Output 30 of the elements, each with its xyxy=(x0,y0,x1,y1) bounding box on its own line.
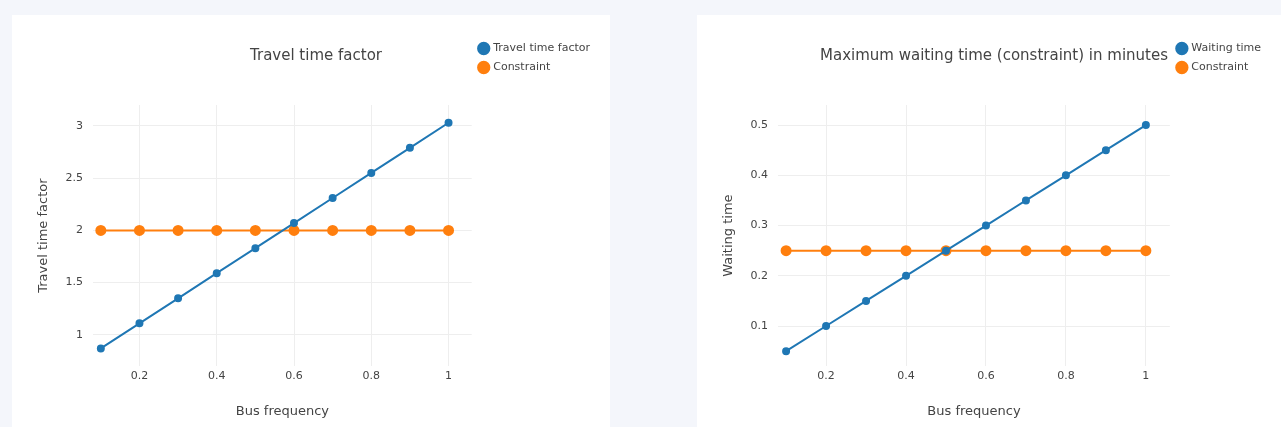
x-tick-label: 0.4 xyxy=(207,368,226,382)
chart-title: Travel time factor xyxy=(249,45,383,64)
x-tick-label: 0.8 xyxy=(362,368,381,382)
y-tick-label: 0.4 xyxy=(750,168,769,182)
x-axis-title: Bus frequency xyxy=(235,402,330,418)
y-tick-label: 0.5 xyxy=(750,117,769,131)
y-tick-label: 1 xyxy=(76,327,84,341)
x-tick-label: 0.6 xyxy=(285,368,303,382)
legend-label: Constraint xyxy=(1191,60,1250,74)
y-axis-title: Travel time factor xyxy=(35,177,51,294)
legend-label: Constraint xyxy=(493,60,551,74)
y-tick-label: 3 xyxy=(76,118,84,132)
x-tick-label: 0.2 xyxy=(130,368,149,382)
x-tick-label: 0.6 xyxy=(977,368,995,382)
x-axis-title: Bus frequency xyxy=(927,402,1021,418)
x-tick-label: 1 xyxy=(1142,368,1150,382)
y-tick-label: 2 xyxy=(76,223,84,237)
x-tick-label: 0.2 xyxy=(817,368,835,382)
y-tick-label: 1.5 xyxy=(65,275,84,289)
y-tick-label: 0.1 xyxy=(750,318,769,332)
x-tick-label: 1 xyxy=(445,368,453,382)
x-tick-label: 0.4 xyxy=(897,368,915,382)
y-axis-title: Waiting time xyxy=(720,194,736,277)
y-tick-label: 0.2 xyxy=(750,268,769,282)
x-tick-label: 0.8 xyxy=(1057,368,1075,382)
chart-title: Maximum waiting time (constraint) in minutes xyxy=(820,45,1169,64)
legend-label: Waiting time xyxy=(1191,41,1262,55)
y-tick-label: 2.5 xyxy=(65,171,84,184)
legend-label: Travel time factor xyxy=(492,41,591,55)
y-tick-label: 0.3 xyxy=(750,218,769,232)
